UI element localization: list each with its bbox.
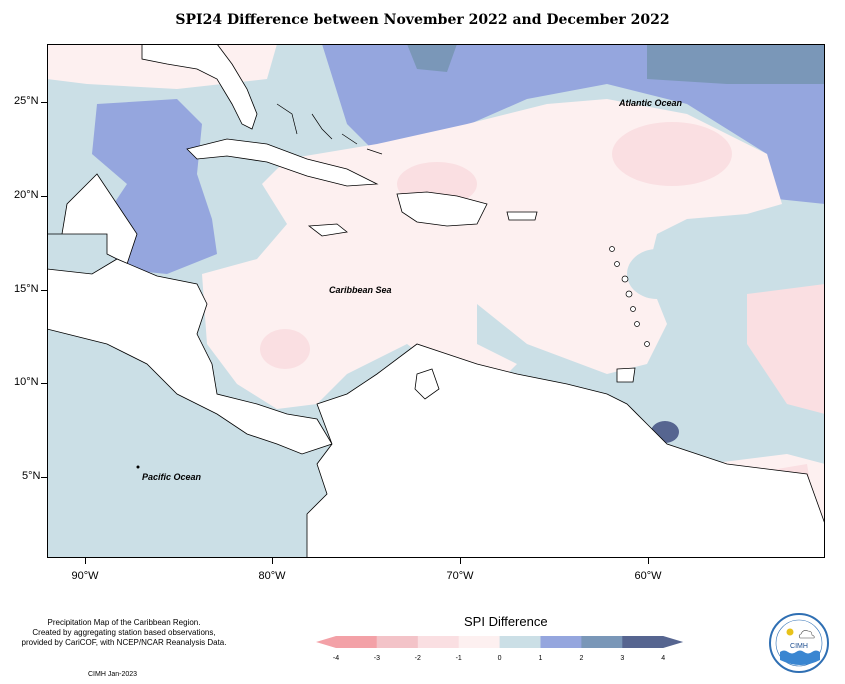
map-frame (47, 44, 825, 558)
lon-tick (460, 558, 461, 564)
lat-tick (41, 383, 47, 384)
legend-tick-label: -2 (414, 655, 421, 662)
atlantic-label: Atlantic Ocean (618, 98, 683, 108)
island (341, 133, 358, 145)
island (311, 113, 333, 140)
credit-line-1: Precipitation Map of the Caribbean Regio… (47, 618, 201, 627)
lat-tick (41, 196, 47, 197)
lake-maracaibo (414, 368, 440, 400)
credit-line-2: Created by aggregating station based obs… (32, 628, 216, 637)
waves-icon (780, 650, 820, 665)
lat-tick (41, 102, 47, 103)
legend-segment (499, 636, 541, 648)
steel-top-right (647, 44, 825, 84)
island (644, 341, 650, 347)
legend-tick-label: -4 (332, 655, 340, 662)
lon-label-90: 90°W (71, 570, 99, 582)
legend-colorbar (316, 636, 684, 648)
pacific-marker (136, 465, 140, 469)
lon-tick (85, 558, 86, 564)
logo-text: CIMH (790, 643, 808, 650)
puerto-rico (506, 211, 538, 221)
lesser-antilles (609, 246, 650, 347)
island (621, 275, 629, 283)
legend-segment (417, 636, 460, 648)
pink-central-america (260, 329, 310, 369)
legend-title: SPI Difference (464, 614, 548, 629)
island (366, 148, 383, 155)
pacific-label: Pacific Ocean (142, 472, 202, 482)
cimh-logo: CIMH (769, 613, 829, 673)
legend-tick-label: -1 (455, 655, 462, 662)
island (614, 261, 620, 267)
lat-label-25: 25°N (14, 95, 39, 107)
island (630, 306, 636, 312)
lon-tick (272, 558, 273, 564)
lat-label-10: 10°N (14, 376, 39, 388)
florida (141, 44, 258, 130)
bahamas (276, 103, 383, 155)
lon-tick (648, 558, 649, 564)
map-title: SPI24 Difference between November 2022 a… (175, 12, 670, 28)
cuba (186, 138, 379, 187)
cloud-icon (798, 630, 815, 639)
lat-label-5: 5°N (22, 470, 41, 482)
legend-tick-label: 1 (538, 655, 543, 662)
legend-segment (622, 636, 684, 648)
lon-label-60: 60°W (634, 570, 662, 582)
light-blue-east (627, 249, 687, 299)
lon-label-70: 70°W (446, 570, 474, 582)
legend-segments (316, 636, 684, 648)
land (47, 44, 825, 558)
south-america (306, 343, 825, 558)
credit-text: Precipitation Map of the Caribbean Regio… (4, 618, 244, 648)
legend-segment (540, 636, 582, 648)
island (634, 321, 640, 327)
lon-label-80: 80°W (258, 570, 286, 582)
legend-tick-label: 0 (497, 655, 502, 662)
legend-segment (376, 636, 419, 648)
lat-tick (41, 477, 47, 478)
hispaniola (396, 191, 488, 227)
trinidad (616, 367, 636, 383)
sun-icon (786, 628, 794, 636)
pink-east (747, 284, 825, 414)
legend-segment (581, 636, 623, 648)
yucatan (47, 173, 138, 265)
island (609, 246, 615, 252)
pink-atlantic (612, 122, 732, 186)
caribbean-label: Caribbean Sea (329, 285, 392, 295)
blue-top-right (322, 44, 825, 204)
island (276, 103, 298, 135)
map-panel: Atlantic Ocean Caribbean Sea Pacific Oce… (47, 44, 825, 558)
credit-line-3: provided by CariCOF, with NCEP/NCAR Rean… (21, 638, 227, 647)
spi-map: Atlantic Ocean Caribbean Sea Pacific Oce… (47, 44, 825, 558)
legend-segment (316, 636, 377, 648)
legend-tick-label: 4 (661, 655, 666, 662)
lat-label-20: 20°N (14, 189, 39, 201)
legend-tick-label: 3 (620, 655, 625, 662)
legend-segment (458, 636, 501, 648)
jamaica (307, 223, 348, 237)
lat-tick (41, 290, 47, 291)
lat-label-15: 15°N (14, 283, 39, 295)
credit-date: CIMH Jan-2023 (88, 671, 138, 678)
legend-tick-label: 2 (579, 655, 584, 662)
island (625, 290, 633, 298)
central-america (47, 258, 333, 455)
legend-tick-label: -3 (373, 655, 381, 662)
steel-top (407, 44, 457, 72)
